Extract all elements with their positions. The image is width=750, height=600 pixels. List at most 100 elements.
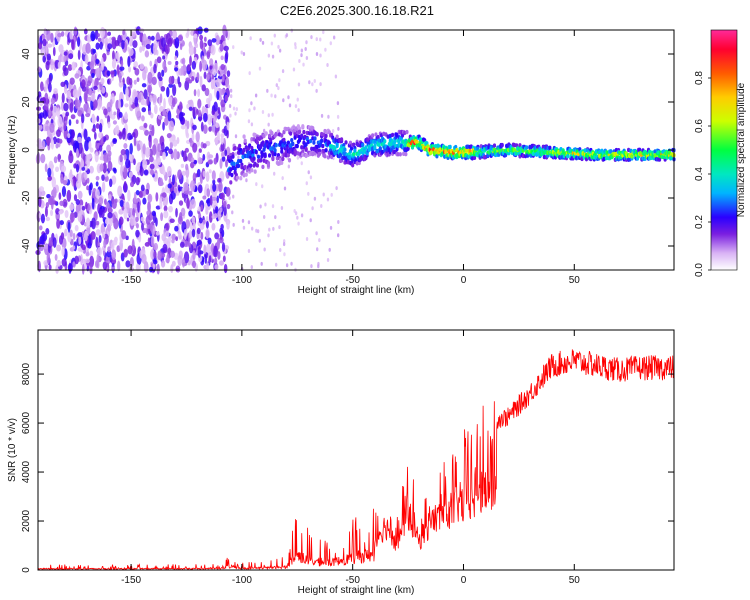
spectrogram-ridge-cell [330, 154, 334, 160]
spectrogram-noise-cell [190, 198, 196, 209]
spectrogram-noise-cell [335, 186, 338, 191]
spectrogram-noise-cell [290, 28, 293, 33]
spectrogram-noise-cell [163, 98, 166, 110]
spectrogram-noise-cell [241, 218, 245, 223]
spectrogram-noise-cell [92, 49, 97, 54]
spectrogram-noise-cell [171, 174, 175, 186]
spectrogram-noise-cell [57, 61, 61, 69]
spectrogram-noise-cell [188, 242, 192, 248]
spectrogram-noise-cell [204, 36, 207, 42]
spectrogram-noise-cell [219, 43, 224, 52]
spectrogram-noise-cell [95, 229, 101, 236]
spectrogram-noise-cell [279, 247, 282, 252]
spectrogram-noise-cell [164, 116, 169, 126]
spectrogram-ridge-cell [266, 163, 271, 168]
spectrogram-noise-cell [177, 255, 183, 267]
spectrogram-noise-cell [67, 221, 71, 233]
spectrogram-noise-cell [307, 170, 310, 175]
spectrogram-noise-cell [305, 40, 308, 45]
spectrogram-noise-cell [183, 251, 190, 264]
spectrogram-noise-cell [91, 72, 95, 79]
spectrogram-noise-cell [93, 85, 98, 91]
spectrogram-ridge-cell [233, 166, 237, 172]
spectrogram-ridge-cell [280, 133, 284, 138]
spectrogram-noise-cell [61, 246, 65, 257]
spectrogram-noise-cell [125, 260, 131, 268]
spectrogram-x-label: Height of straight line (km) [298, 285, 415, 296]
spectrogram-noise-cell [56, 259, 62, 267]
spectrogram-noise-cell [70, 114, 76, 120]
spectrogram-ridge-cell [317, 148, 322, 153]
spectrogram-noise-cell [77, 49, 81, 60]
spectrogram-noise-cell [210, 44, 216, 56]
spectrogram-noise-cell [100, 223, 106, 235]
spectrogram-noise-cell [270, 93, 273, 98]
spectrogram-noise-cell [95, 175, 100, 181]
spectrogram-noise-cell [261, 110, 265, 115]
spectrogram-noise-cell [175, 60, 179, 66]
spectrogram-noise-cell [310, 264, 313, 269]
spectrogram-noise-cell [334, 74, 338, 79]
spectrogram-noise-cell [149, 223, 153, 232]
spectrogram-noise-cell [215, 78, 221, 88]
spectrogram-noise-cell [155, 205, 161, 210]
spectrogram-noise-cell [202, 219, 206, 224]
spectrogram-noise-cell [247, 248, 251, 253]
x-tick-label: 50 [569, 275, 581, 286]
spectrogram-noise-cell [237, 155, 240, 160]
spectrogram-noise-cell [191, 216, 196, 224]
spectrogram-ridge-cell [230, 172, 234, 178]
spectrogram-ridge-cell [548, 145, 552, 151]
spectrogram-noise-cell [188, 190, 193, 196]
spectrogram-noise-cell [80, 158, 84, 168]
spectrogram-noise-cell [264, 202, 267, 207]
spectrogram-noise-cell [74, 255, 79, 265]
spectrogram-noise-cell [91, 128, 97, 133]
spectrogram-noise-cell [136, 110, 142, 121]
spectrogram-ridge-cell [249, 163, 253, 168]
spectrogram-noise-cell [188, 106, 193, 111]
spectrogram-noise-cell [55, 143, 59, 149]
spectrogram-noise-cell [231, 210, 234, 215]
spectrogram-noise-cell [57, 115, 63, 128]
spectrogram-noise-cell [290, 261, 293, 266]
spectrogram-noise-cell [92, 99, 98, 109]
spectrogram-noise-cell [46, 194, 51, 199]
spectrogram-noise-cell [296, 155, 300, 160]
spectrogram-noise-cell [185, 219, 191, 229]
spectrogram-noise-cell [152, 43, 157, 56]
spectrogram-noise-cell [224, 149, 228, 157]
spectrogram-noise-cell [78, 236, 82, 245]
spectrogram-noise-cell [159, 197, 163, 210]
y-tick-label: 0 [21, 147, 32, 153]
spectrogram-noise-cell [145, 188, 150, 195]
spectrogram-y-ticks: -40 -20 0 20 40 [21, 48, 674, 253]
spectrogram-noise-cell [214, 257, 218, 265]
spectrogram-noise-cell [278, 48, 282, 53]
spectrogram-noise-cell [45, 136, 51, 145]
spectrogram-noise-cell [135, 229, 140, 238]
spectrogram-noise-cell [103, 152, 109, 164]
spectrogram-noise-cell [50, 97, 56, 105]
spectrogram-ridge-cell [301, 149, 305, 154]
spectrogram-noise-cell [60, 232, 65, 240]
spectrogram-ridge-cell [280, 160, 284, 165]
spectrogram-noise-cell [221, 156, 226, 162]
spectrogram-noise-cell [113, 111, 117, 116]
spectrogram-noise-cell [43, 244, 49, 249]
spectrogram-noise-cell [168, 148, 173, 155]
spectrogram-noise-cell [313, 196, 317, 201]
spectrogram-noise-cell [85, 201, 88, 210]
x-tick-label: 50 [569, 575, 581, 586]
spectrogram-noise-cell [135, 263, 140, 272]
spectrogram-noise-cell [220, 223, 224, 230]
spectrogram-noise-cell [98, 235, 102, 244]
spectrogram-noise-cell [220, 99, 226, 108]
spectrogram-ridge-cell [377, 142, 381, 148]
spectrogram-noise-cell [216, 90, 220, 101]
spectrogram-noise-cell [86, 177, 90, 184]
spectrogram-ridge-cell [323, 154, 327, 159]
spectrogram-noise-cell [123, 154, 127, 161]
spectrogram-noise-cell [309, 218, 312, 223]
spectrogram-noise-cell [97, 37, 102, 42]
